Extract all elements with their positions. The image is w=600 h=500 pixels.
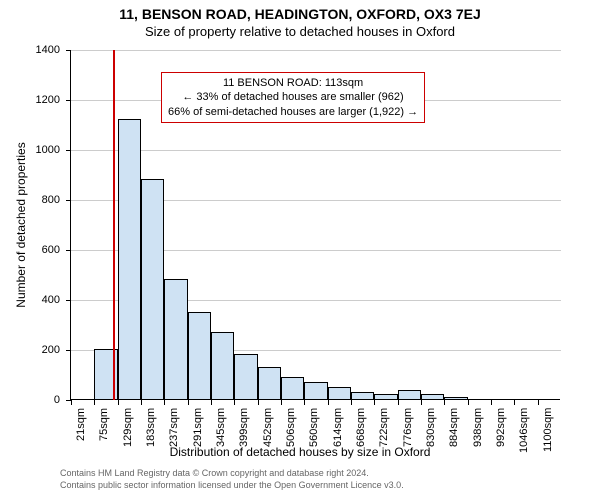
- y-tick-label: 1200: [0, 94, 60, 106]
- plot-region: 21sqm75sqm129sqm183sqm237sqm291sqm345sqm…: [70, 50, 560, 400]
- x-tick-label: 938sqm: [472, 408, 484, 447]
- x-tick-mark: [421, 400, 422, 405]
- footer-line-1: Contains HM Land Registry data © Crown c…: [60, 468, 404, 480]
- x-tick-mark: [281, 400, 282, 405]
- y-tick-mark: [66, 200, 71, 201]
- histogram-bar: [188, 312, 211, 400]
- grid-line: [71, 50, 561, 51]
- x-tick-mark: [71, 400, 72, 405]
- x-tick-mark: [514, 400, 515, 405]
- x-tick-label: 668sqm: [355, 408, 367, 447]
- x-tick-mark: [211, 400, 212, 405]
- grid-line: [71, 150, 561, 151]
- x-tick-mark: [351, 400, 352, 405]
- x-tick-mark: [234, 400, 235, 405]
- chart-title-main: 11, BENSON ROAD, HEADINGTON, OXFORD, OX3…: [0, 0, 600, 22]
- annotation-box: 11 BENSON ROAD: 113sqm← 33% of detached …: [161, 72, 425, 123]
- x-tick-label: 560sqm: [308, 408, 320, 447]
- histogram-bar: [164, 279, 187, 399]
- x-tick-mark: [398, 400, 399, 405]
- property-marker-line: [113, 50, 115, 400]
- y-tick-label: 800: [0, 194, 60, 206]
- x-tick-label: 345sqm: [215, 408, 227, 447]
- x-tick-label: 21sqm: [75, 408, 87, 441]
- annotation-line-3: 66% of semi-detached houses are larger (…: [168, 105, 418, 119]
- x-tick-mark: [188, 400, 189, 405]
- x-axis-label: Distribution of detached houses by size …: [0, 445, 600, 459]
- y-tick-label: 0: [0, 394, 60, 406]
- histogram-bar: [444, 397, 467, 400]
- histogram-bar: [211, 332, 234, 400]
- y-tick-mark: [66, 50, 71, 51]
- histogram-bar: [328, 387, 351, 400]
- x-tick-label: 75sqm: [98, 408, 110, 441]
- histogram-bar: [118, 119, 141, 399]
- y-tick-label: 400: [0, 294, 60, 306]
- x-tick-label: 884sqm: [448, 408, 460, 447]
- histogram-bar: [234, 354, 257, 399]
- histogram-bar: [258, 367, 281, 400]
- y-tick-mark: [66, 300, 71, 301]
- chart-container: 11, BENSON ROAD, HEADINGTON, OXFORD, OX3…: [0, 0, 600, 500]
- x-tick-label: 830sqm: [425, 408, 437, 447]
- x-tick-label: 722sqm: [378, 408, 390, 447]
- x-tick-mark: [304, 400, 305, 405]
- x-tick-mark: [94, 400, 95, 405]
- x-tick-mark: [118, 400, 119, 405]
- x-tick-mark: [374, 400, 375, 405]
- histogram-bar: [398, 390, 421, 399]
- x-tick-label: 776sqm: [402, 408, 414, 447]
- x-tick-label: 452sqm: [262, 408, 274, 447]
- footer-line-2: Contains public sector information licen…: [60, 480, 404, 492]
- histogram-bar: [304, 382, 327, 400]
- x-tick-label: 506sqm: [285, 408, 297, 447]
- y-axis-label: Number of detached properties: [14, 142, 28, 307]
- y-tick-label: 600: [0, 244, 60, 256]
- x-tick-label: 614sqm: [332, 408, 344, 447]
- histogram-bar: [141, 179, 164, 399]
- y-tick-label: 200: [0, 344, 60, 356]
- x-tick-mark: [491, 400, 492, 405]
- footer-attribution: Contains HM Land Registry data © Crown c…: [60, 468, 404, 491]
- x-tick-mark: [258, 400, 259, 405]
- x-tick-mark: [164, 400, 165, 405]
- x-tick-mark: [328, 400, 329, 405]
- x-tick-label: 291sqm: [192, 408, 204, 447]
- histogram-bar: [351, 392, 374, 400]
- x-tick-label: 992sqm: [495, 408, 507, 447]
- x-tick-mark: [444, 400, 445, 405]
- y-tick-label: 1400: [0, 44, 60, 56]
- annotation-line-2: ← 33% of detached houses are smaller (96…: [168, 90, 418, 104]
- x-tick-label: 237sqm: [168, 408, 180, 447]
- x-tick-mark: [141, 400, 142, 405]
- x-tick-mark: [468, 400, 469, 405]
- chart-area: 21sqm75sqm129sqm183sqm237sqm291sqm345sqm…: [70, 50, 560, 400]
- y-tick-mark: [66, 150, 71, 151]
- x-tick-label: 399sqm: [238, 408, 250, 447]
- y-tick-mark: [66, 100, 71, 101]
- y-tick-label: 1000: [0, 144, 60, 156]
- y-tick-mark: [66, 250, 71, 251]
- chart-title-sub: Size of property relative to detached ho…: [0, 22, 600, 39]
- x-tick-label: 129sqm: [122, 408, 134, 447]
- x-tick-label: 183sqm: [145, 408, 157, 447]
- x-tick-mark: [538, 400, 539, 405]
- histogram-bar: [281, 377, 304, 400]
- histogram-bar: [374, 394, 397, 399]
- annotation-line-1: 11 BENSON ROAD: 113sqm: [168, 76, 418, 90]
- histogram-bar: [421, 394, 444, 399]
- y-tick-mark: [66, 350, 71, 351]
